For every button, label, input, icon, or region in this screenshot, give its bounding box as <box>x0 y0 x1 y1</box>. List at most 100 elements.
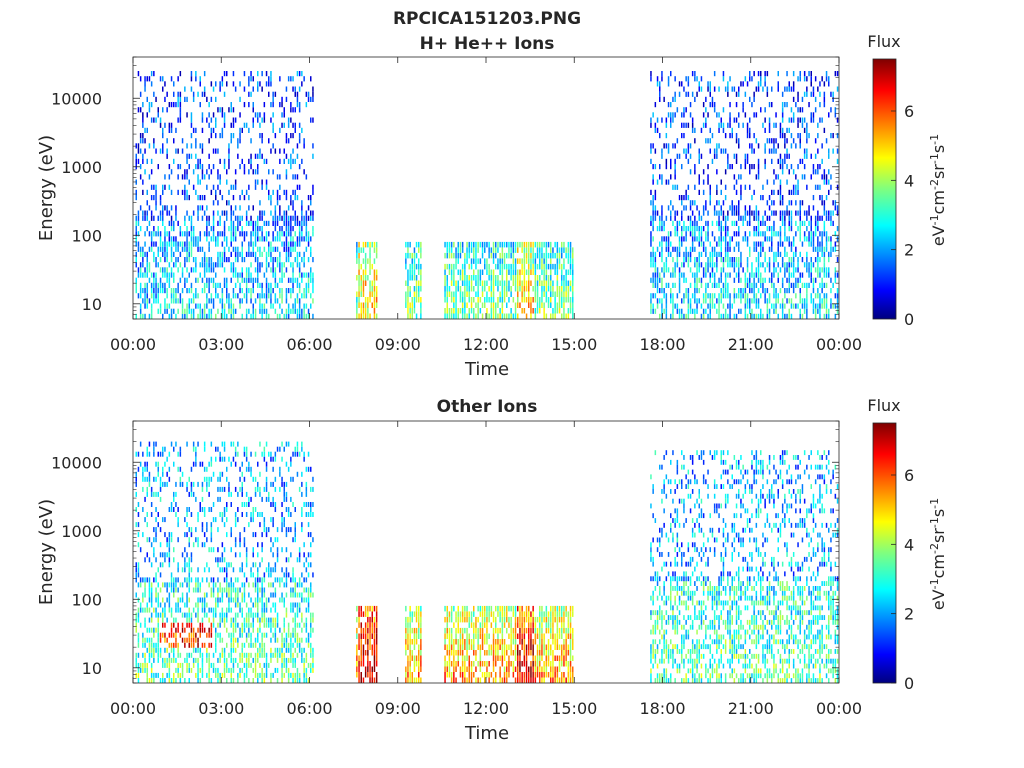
heatmap-cell <box>539 302 541 308</box>
heatmap-cell <box>166 267 168 273</box>
heatmap-cell <box>786 86 788 92</box>
heatmap-cell <box>523 297 526 303</box>
heatmap-cell <box>459 241 462 248</box>
heatmap-cell <box>757 277 760 283</box>
heatmap-cell <box>490 291 493 297</box>
heatmap-cell <box>197 607 199 613</box>
heatmap-cell <box>729 293 731 299</box>
heatmap-cell <box>808 231 810 237</box>
heatmap-cell <box>276 262 279 268</box>
heatmap-cell <box>755 257 758 263</box>
heatmap-cell <box>413 252 416 259</box>
heatmap-cell <box>510 275 512 281</box>
heatmap-cell <box>292 241 294 247</box>
heatmap-cell <box>239 587 241 593</box>
heatmap-cell <box>667 205 670 211</box>
heatmap-cell <box>558 302 561 308</box>
heatmap-cells <box>135 71 839 319</box>
heatmap-cell <box>144 637 146 643</box>
heatmap-cell <box>268 169 270 175</box>
heatmap-cell <box>259 210 261 216</box>
heatmap-cell <box>803 303 806 309</box>
heatmap-cell <box>252 277 254 283</box>
heatmap-cell <box>285 246 288 252</box>
heatmap-cell <box>221 612 224 618</box>
heatmap-cell <box>519 302 521 308</box>
heatmap-cell <box>188 577 190 583</box>
heatmap-cell <box>212 592 215 598</box>
heatmap-cell <box>215 236 217 242</box>
heatmap-cell <box>188 567 190 573</box>
heatmap-cell <box>753 112 755 118</box>
heatmap-cell <box>279 127 281 133</box>
heatmap-cell <box>181 672 184 678</box>
heatmap-cell <box>142 112 144 118</box>
heatmap-cell <box>245 662 248 668</box>
heatmap-cell <box>470 258 473 264</box>
heatmap-cell <box>670 164 672 170</box>
heatmap-cell <box>749 184 751 190</box>
heatmap-cell <box>663 143 665 149</box>
heatmap-cell <box>248 220 250 226</box>
heatmap-cell <box>768 215 771 221</box>
heatmap-cell <box>519 280 521 286</box>
heatmap-cell <box>210 293 213 299</box>
heatmap-cell <box>199 313 201 319</box>
heatmap-cell <box>779 226 782 232</box>
heatmap-cell <box>543 258 545 264</box>
heatmap-cell <box>203 262 206 268</box>
heatmap-cell <box>257 220 259 226</box>
heatmap-cell <box>228 667 230 673</box>
heatmap-cell <box>517 302 519 308</box>
heatmap-cell <box>243 642 246 648</box>
heatmap-cell <box>707 313 709 319</box>
heatmap-cell <box>219 107 221 113</box>
heatmap-cell <box>245 637 248 643</box>
heatmap-cell <box>766 236 769 242</box>
heatmap-cell <box>232 642 235 648</box>
heatmap-cell <box>153 678 155 683</box>
heatmap-cell <box>212 652 215 658</box>
heatmap-cell <box>705 200 707 206</box>
heatmap-cell <box>155 262 157 268</box>
heatmap-cell <box>219 612 221 618</box>
heatmap-cell <box>775 122 777 128</box>
heatmap-cell <box>201 91 204 97</box>
heatmap-cell <box>153 527 155 533</box>
heatmap-cell <box>773 308 775 314</box>
heatmap-cell <box>276 282 279 288</box>
heatmap-cell <box>683 112 685 118</box>
heatmap-cell <box>232 107 235 113</box>
heatmap-cell <box>285 96 288 102</box>
heatmap-cell <box>234 236 237 242</box>
heatmap-cell <box>148 652 151 658</box>
heatmap-cell <box>243 662 246 668</box>
heatmap-cell <box>814 153 817 159</box>
heatmap-cell <box>762 195 764 201</box>
heatmap-cell <box>786 267 788 273</box>
heatmap-cell <box>828 267 830 273</box>
heatmap-cell <box>707 236 709 242</box>
y-tick-label: 1000 <box>61 158 102 177</box>
heatmap-cell <box>234 179 237 185</box>
heatmap-cell <box>687 262 690 268</box>
heatmap-cell <box>287 122 290 128</box>
heatmap-cell <box>241 486 243 492</box>
heatmap-cell <box>237 678 239 683</box>
heatmap-cell <box>825 215 828 221</box>
heatmap-cell <box>521 269 523 275</box>
heatmap-cell <box>742 107 744 113</box>
heatmap-cell <box>790 143 793 149</box>
heatmap-cell <box>479 258 482 264</box>
heatmap-cell <box>356 308 358 314</box>
heatmap-cell <box>481 291 484 297</box>
heatmap-cell <box>817 184 819 190</box>
heatmap-cell <box>663 272 665 278</box>
heatmap-cell <box>155 293 157 299</box>
heatmap-cell <box>784 210 786 216</box>
heatmap-cell <box>681 215 683 221</box>
heatmap-cell <box>415 275 418 281</box>
heatmap-cell <box>221 486 224 492</box>
heatmap-cell <box>192 127 195 133</box>
heatmap-cell <box>779 241 782 247</box>
